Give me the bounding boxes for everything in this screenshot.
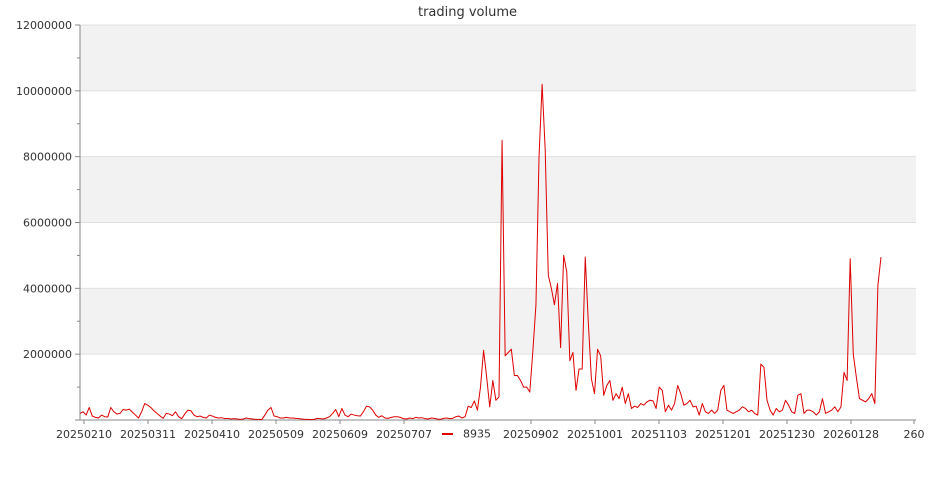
- y-tick-label: 12000000: [16, 19, 72, 32]
- x-tick-label: 20250509: [248, 428, 304, 441]
- background-band: [80, 156, 916, 223]
- legend[interactable]: 8935: [442, 428, 491, 441]
- chart-title: trading volume: [418, 5, 517, 20]
- x-tick-label: 20250410: [184, 428, 240, 441]
- x-tick-label: 20251230: [759, 428, 815, 441]
- x-tick-label: 20251201: [695, 428, 751, 441]
- background-bands: [80, 25, 916, 355]
- y-axis-ticks: 2000000 4000000 6000000 8000000 10000000 1200…: [16, 19, 80, 421]
- x-tick-label: 20250210: [56, 428, 112, 441]
- x-tick-label: 20251103: [631, 428, 687, 441]
- y-tick-label: 2000000: [23, 348, 72, 361]
- series-group: [79, 83, 882, 421]
- x-tick-label: 20250311: [120, 428, 176, 441]
- legend-label-8935: 8935: [463, 428, 491, 441]
- background-band: [80, 25, 916, 91]
- x-axis-ticks: 20250210 20250311 20250410 20250509 20250609…: [56, 420, 925, 441]
- background-band: [80, 288, 916, 355]
- x-tick-label: 20250707: [376, 428, 432, 441]
- y-tick-label: 10000000: [16, 85, 72, 98]
- x-tick-label: 20251001: [567, 428, 623, 441]
- x-tick-label: 20260128: [823, 428, 879, 441]
- x-tick-label: 20250902: [503, 428, 559, 441]
- x-tick-label: 20250609: [312, 428, 368, 441]
- x-tick-label: 260: [904, 428, 925, 441]
- y-tick-label: 8000000: [23, 151, 72, 164]
- gridlines: [80, 24, 916, 355]
- y-tick-label: 4000000: [23, 282, 72, 295]
- series-line-8935: [79, 83, 882, 421]
- y-tick-label: 6000000: [23, 217, 72, 230]
